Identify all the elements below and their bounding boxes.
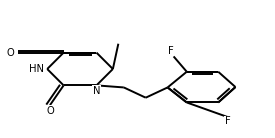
Text: O: O [6,48,14,58]
Text: N: N [93,86,100,96]
Text: F: F [168,46,174,56]
Text: O: O [46,106,54,116]
Text: F: F [225,116,231,126]
Text: HN: HN [29,64,44,74]
